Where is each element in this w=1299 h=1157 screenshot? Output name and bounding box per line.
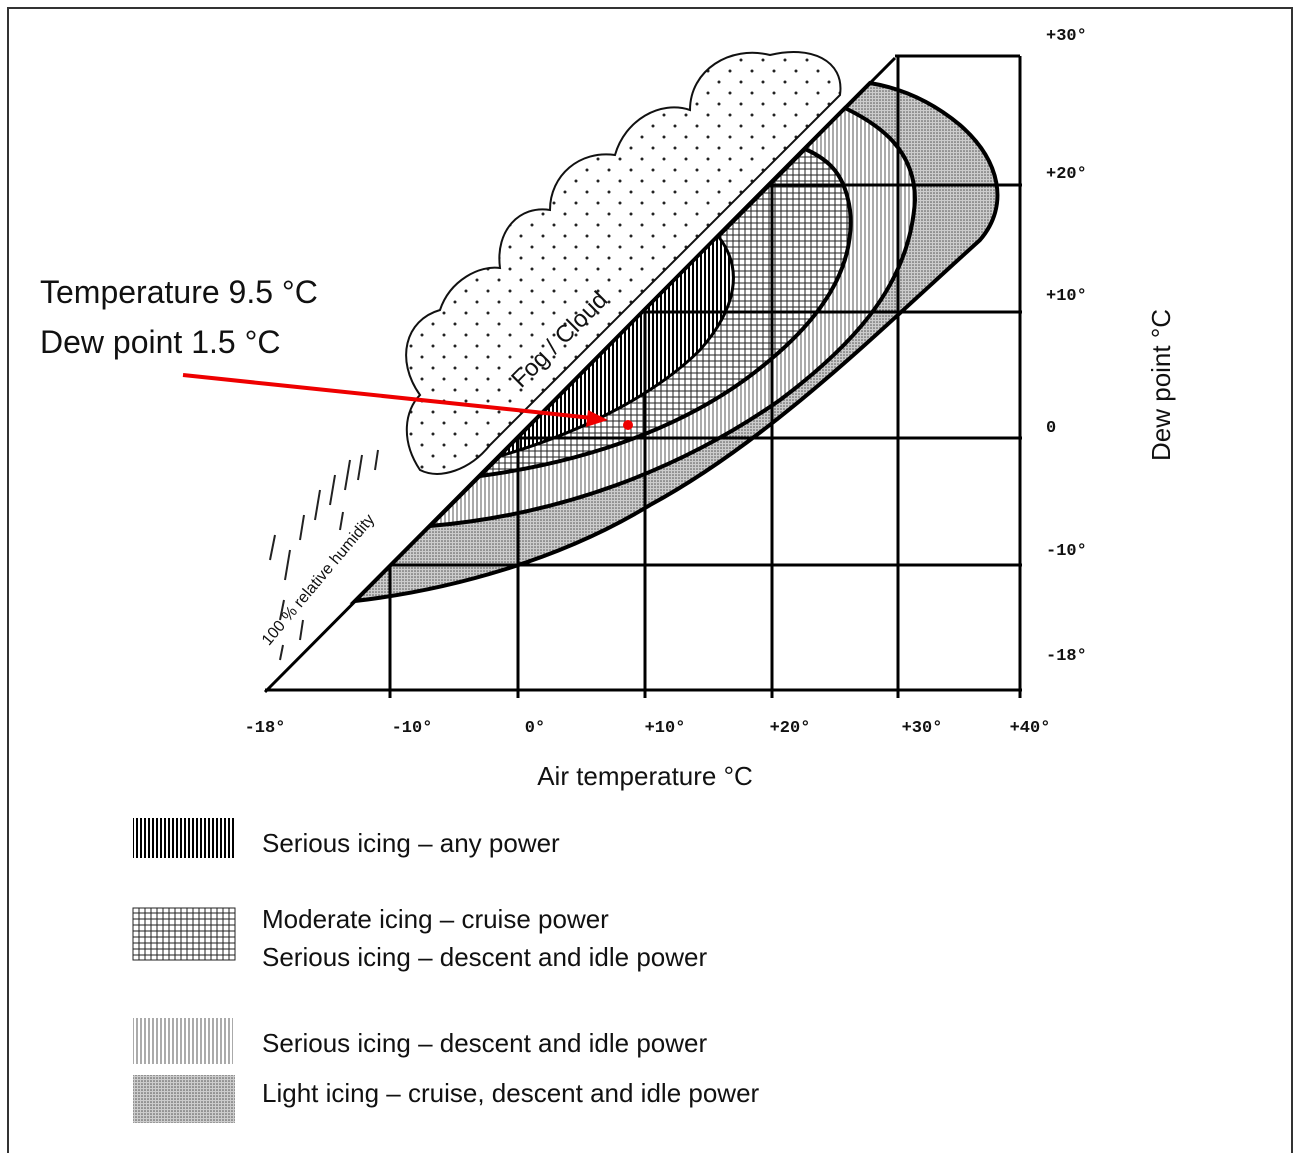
legend-text: Serious icing – descent and idle power [262, 942, 708, 972]
x-tick-label: +10° [645, 719, 686, 738]
legend-text: Moderate icing – cruise power [262, 904, 609, 934]
x-tick-label: -10° [392, 719, 433, 738]
x-tick-label: +40° [1010, 719, 1051, 738]
y-axis-label: Dew point °C [1146, 309, 1176, 461]
annotation-temperature: Temperature 9.5 °C [40, 274, 318, 310]
legend-swatch [133, 1075, 235, 1123]
x-tick-label: +20° [770, 719, 811, 738]
legend-swatch [133, 1018, 233, 1064]
legend-text: Serious icing – descent and idle power [262, 1028, 708, 1058]
x-tick-label: 0° [525, 719, 545, 738]
x-axis-label: Air temperature °C [537, 761, 753, 791]
page: -18° -10° 0° +10° +20° +30° +40° +30° +2… [0, 0, 1299, 1153]
y-tick-label: +20° [1046, 165, 1087, 184]
y-tick-label: 0 [1046, 419, 1056, 438]
y-tick-label: +30° [1046, 27, 1087, 46]
x-tick-label: -18° [245, 719, 286, 738]
point-marker [623, 420, 633, 430]
x-tick-label: +30° [902, 719, 943, 738]
legend-swatch [133, 818, 235, 858]
legend-text: Light icing – cruise, descent and idle p… [262, 1078, 760, 1108]
humidity-label: 100 % relative humidity [259, 511, 378, 649]
annotation-dew-point: Dew point 1.5 °C [40, 324, 280, 360]
legend-swatch [133, 908, 235, 960]
y-tick-label: -18° [1046, 647, 1087, 666]
legend-text: Serious icing – any power [262, 828, 560, 858]
y-tick-label: -10° [1046, 542, 1087, 561]
y-tick-label: +10° [1046, 287, 1087, 306]
